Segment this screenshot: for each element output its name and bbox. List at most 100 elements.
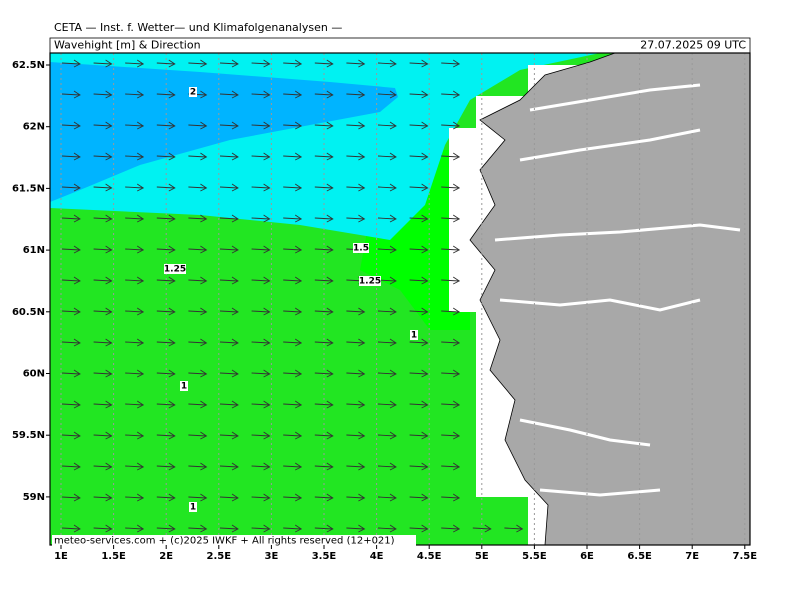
wave-arrow bbox=[346, 121, 366, 130]
wave-arrow bbox=[188, 462, 208, 471]
wave-arrow bbox=[441, 400, 461, 409]
wave-arrow bbox=[346, 183, 366, 192]
y-tick-label: 62N bbox=[23, 122, 45, 133]
wave-arrow bbox=[93, 59, 113, 68]
wave-arrow bbox=[93, 152, 113, 161]
wave-arrow bbox=[93, 90, 113, 99]
wave-arrow bbox=[314, 245, 334, 254]
wave-arrow bbox=[251, 121, 271, 130]
wave-arrow bbox=[504, 524, 524, 533]
wave-arrow bbox=[251, 245, 271, 254]
wave-arrow bbox=[346, 90, 366, 99]
wave-arrow bbox=[441, 59, 461, 68]
y-tick-label: 61.5N bbox=[12, 183, 45, 194]
wave-arrow bbox=[188, 59, 208, 68]
wave-arrow bbox=[251, 90, 271, 99]
wave-arrow bbox=[219, 152, 239, 161]
wave-field bbox=[50, 62, 398, 202]
fjords bbox=[494, 83, 741, 497]
wave-arrow bbox=[314, 214, 334, 223]
wave-arrow bbox=[377, 90, 397, 99]
wave-arrow bbox=[377, 183, 397, 192]
wave-arrow bbox=[93, 431, 113, 440]
wave-arrow bbox=[156, 59, 176, 68]
title: CETA — Inst. f. Wetter— und Klimafolgena… bbox=[54, 21, 342, 34]
wave-arrow bbox=[251, 400, 271, 409]
wave-arrow bbox=[409, 524, 429, 533]
x-tick-label: 3E bbox=[265, 551, 279, 562]
wave-arrow bbox=[93, 462, 113, 471]
y-tick-label: 62.5N bbox=[12, 60, 45, 71]
wave-arrow bbox=[61, 152, 81, 161]
wave-arrow bbox=[441, 493, 461, 502]
wave-arrow bbox=[93, 493, 113, 502]
wave-arrow bbox=[125, 59, 145, 68]
wave-arrow bbox=[61, 183, 81, 192]
wave-arrow bbox=[283, 400, 303, 409]
wave-arrow bbox=[61, 524, 81, 533]
wave-arrow bbox=[377, 245, 397, 254]
wave-arrow bbox=[314, 121, 334, 130]
contour-label-bg bbox=[353, 243, 369, 253]
wave-arrow bbox=[219, 400, 239, 409]
wave-arrow bbox=[409, 152, 429, 161]
wave-arrow bbox=[93, 400, 113, 409]
wave-arrow bbox=[441, 276, 461, 285]
wave-arrow bbox=[377, 59, 397, 68]
x-tick-label: 4.5E bbox=[417, 551, 442, 562]
wave-arrow bbox=[156, 183, 176, 192]
wave-arrow bbox=[409, 400, 429, 409]
wave-arrow bbox=[472, 524, 492, 533]
wave-arrow bbox=[283, 431, 303, 440]
wave-arrow bbox=[93, 338, 113, 347]
wave-arrow bbox=[219, 276, 239, 285]
wave-arrow bbox=[283, 121, 303, 130]
wave-arrow bbox=[61, 276, 81, 285]
wave-field bbox=[360, 150, 470, 330]
wave-arrow bbox=[283, 214, 303, 223]
wave-arrow bbox=[283, 183, 303, 192]
wave-arrow bbox=[409, 338, 429, 347]
wave-arrow bbox=[314, 307, 334, 316]
wave-arrow bbox=[219, 431, 239, 440]
wave-arrow bbox=[61, 307, 81, 316]
subtitle: Wavehight [m] & Direction bbox=[54, 39, 201, 52]
valid-time: 27.07.2025 09 UTC bbox=[640, 39, 746, 52]
wave-arrow bbox=[156, 276, 176, 285]
wave-arrow bbox=[314, 276, 334, 285]
wave-arrow bbox=[283, 338, 303, 347]
wave-arrow bbox=[409, 369, 429, 378]
wave-arrow bbox=[283, 90, 303, 99]
wave-arrow bbox=[377, 214, 397, 223]
wave-arrow bbox=[441, 121, 461, 130]
wave-arrow bbox=[314, 338, 334, 347]
wave-arrow bbox=[188, 121, 208, 130]
wave-arrow bbox=[441, 214, 461, 223]
wave-arrow bbox=[61, 338, 81, 347]
wave-arrow bbox=[93, 307, 113, 316]
wave-arrow bbox=[409, 90, 429, 99]
wave-arrow bbox=[346, 152, 366, 161]
y-tick-label: 59.5N bbox=[12, 430, 45, 441]
wave-arrow bbox=[409, 245, 429, 254]
wave-arrow bbox=[314, 431, 334, 440]
wave-arrow bbox=[346, 462, 366, 471]
wave-arrow bbox=[441, 462, 461, 471]
wave-arrow bbox=[409, 493, 429, 502]
wave-arrow bbox=[441, 90, 461, 99]
wave-arrow bbox=[314, 90, 334, 99]
wave-arrow bbox=[61, 493, 81, 502]
wave-arrow bbox=[219, 245, 239, 254]
wave-arrow bbox=[188, 524, 208, 533]
wave-arrow bbox=[93, 524, 113, 533]
wave-arrow bbox=[188, 400, 208, 409]
wave-arrow bbox=[219, 183, 239, 192]
x-tick-label: 6.5E bbox=[627, 551, 652, 562]
wave-arrow bbox=[219, 121, 239, 130]
wave-arrow bbox=[346, 369, 366, 378]
x-tick-label: 5E bbox=[475, 551, 489, 562]
wave-arrow bbox=[377, 493, 397, 502]
wave-arrow bbox=[156, 493, 176, 502]
wave-arrow bbox=[441, 183, 461, 192]
